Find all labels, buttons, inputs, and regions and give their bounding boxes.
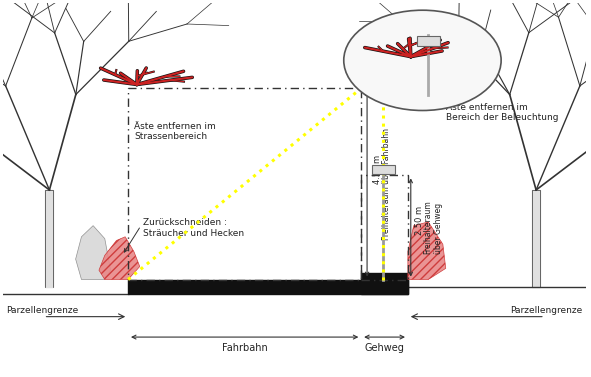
Bar — [361, 176, 408, 279]
Text: Zurückschneiden :
Sträucher und Hecken: Zurückschneiden : Sträucher und Hecken — [142, 218, 244, 238]
Text: Äste entfernen im
Bereich der Beleuchtung: Äste entfernen im Bereich der Beleuchtun… — [446, 103, 558, 123]
Text: 4.50 m: 4.50 m — [373, 155, 382, 184]
Polygon shape — [408, 222, 446, 279]
Text: Freihalteraum über Fahrbahn: Freihalteraum über Fahrbahn — [382, 128, 391, 240]
Bar — [361, 273, 408, 294]
Bar — [128, 88, 361, 279]
Text: Parzellengrenze: Parzellengrenze — [6, 306, 78, 315]
Polygon shape — [76, 226, 111, 279]
Polygon shape — [532, 190, 540, 287]
Text: Gehweg: Gehweg — [365, 343, 404, 352]
Text: Freihalteraum
über Gehweg: Freihalteraum über Gehweg — [424, 201, 443, 254]
Polygon shape — [99, 237, 139, 279]
Text: Parzellengrenze: Parzellengrenze — [511, 306, 583, 315]
Text: 2.50 m: 2.50 m — [415, 205, 424, 234]
Text: Fahrbahn: Fahrbahn — [222, 343, 268, 352]
Circle shape — [344, 10, 501, 110]
FancyBboxPatch shape — [417, 37, 440, 46]
Bar — [128, 279, 408, 294]
FancyBboxPatch shape — [372, 165, 395, 175]
Polygon shape — [46, 190, 54, 287]
Text: Äste entfernen im
Strassenbereich: Äste entfernen im Strassenbereich — [134, 122, 216, 141]
